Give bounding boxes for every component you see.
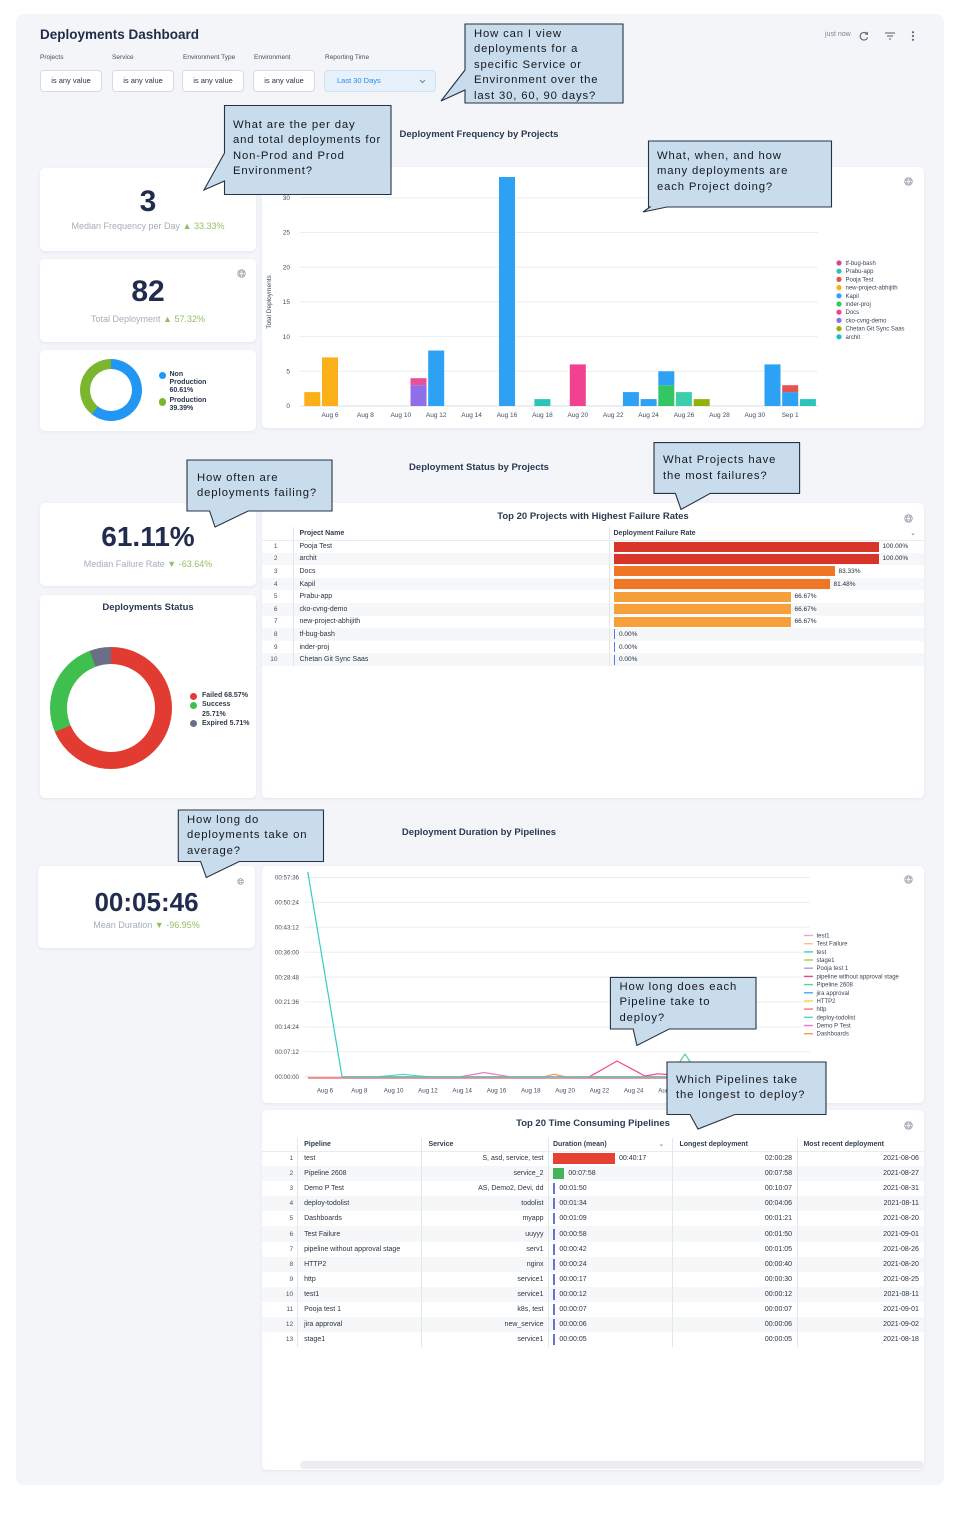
svg-text:Aug 30: Aug 30: [744, 412, 765, 419]
svg-text:00:21:36: 00:21:36: [275, 999, 300, 1006]
svg-text:test1: test1: [817, 934, 831, 940]
svg-text:Total Deployments: Total Deployments: [266, 275, 273, 329]
svg-text:00:36:00: 00:36:00: [275, 949, 300, 956]
svg-text:Aug 16: Aug 16: [497, 412, 518, 419]
svg-text:10: 10: [283, 334, 291, 341]
svg-text:HTTP2: HTTP2: [817, 999, 837, 1005]
svg-text:cko-cvng-demo: cko-cvng-demo: [846, 318, 888, 324]
svg-text:00:28:48: 00:28:48: [275, 974, 300, 981]
svg-text:00:00:00: 00:00:00: [275, 1074, 300, 1081]
svg-text:5: 5: [286, 369, 290, 376]
svg-text:Dashboards: Dashboards: [817, 1032, 849, 1038]
svg-text:00:07:12: 00:07:12: [275, 1049, 300, 1056]
svg-text:Aug 28: Aug 28: [709, 412, 730, 419]
svg-text:pipeline without approval stag: pipeline without approval stage: [817, 974, 900, 980]
svg-text:Pipeline 2608: Pipeline 2608: [817, 983, 854, 989]
svg-text:Aug 8: Aug 8: [357, 412, 374, 419]
svg-text:15: 15: [283, 299, 291, 306]
svg-text:Aug 12: Aug 12: [426, 412, 447, 419]
svg-text:30: 30: [283, 195, 291, 202]
svg-text:Prabu-app: Prabu-app: [846, 269, 875, 275]
svg-text:Kapil: Kapil: [846, 294, 859, 300]
svg-text:Aug 8: Aug 8: [351, 1088, 368, 1095]
svg-text:00:50:24: 00:50:24: [275, 900, 300, 907]
svg-text:Test Failure: Test Failure: [817, 942, 849, 948]
svg-text:test: test: [817, 950, 827, 956]
svg-text:Sep 1: Sep 1: [782, 412, 799, 419]
svg-text:00:57:36: 00:57:36: [275, 875, 300, 882]
svg-text:jira approval: jira approval: [816, 991, 850, 997]
svg-text:Aug 22: Aug 22: [603, 412, 624, 419]
svg-text:0: 0: [286, 403, 290, 410]
svg-text:Chetan Git Sync Saas: Chetan Git Sync Saas: [846, 327, 905, 333]
svg-text:Aug 14: Aug 14: [452, 1088, 472, 1095]
svg-text:Aug 6: Aug 6: [317, 1088, 334, 1095]
svg-text:deploy-todolist: deploy-todolist: [817, 1015, 856, 1021]
svg-text:Aug 14: Aug 14: [461, 412, 482, 419]
svg-text:Aug 6: Aug 6: [322, 412, 339, 419]
svg-text:Aug 24: Aug 24: [638, 412, 659, 419]
svg-text:Aug 18: Aug 18: [532, 412, 553, 419]
svg-text:Aug 20: Aug 20: [567, 412, 588, 419]
svg-text:Docs: Docs: [846, 310, 860, 316]
svg-text:Aug 26: Aug 26: [674, 412, 695, 419]
svg-text:Aug 12: Aug 12: [418, 1088, 438, 1095]
svg-text:Aug 10: Aug 10: [384, 1088, 404, 1095]
svg-text:Demo P Test: Demo P Test: [817, 1024, 851, 1030]
svg-text:20: 20: [283, 264, 291, 271]
svg-text:Aug 10: Aug 10: [390, 412, 411, 419]
svg-text:00:43:12: 00:43:12: [275, 925, 300, 932]
svg-text:Aug 16: Aug 16: [487, 1088, 507, 1095]
svg-text:Aug 18: Aug 18: [521, 1088, 541, 1095]
svg-text:stage1: stage1: [817, 958, 836, 964]
svg-text:25: 25: [283, 230, 291, 237]
svg-text:Aug 24: Aug 24: [624, 1088, 644, 1095]
svg-text:tf-bug-bash: tf-bug-bash: [846, 261, 876, 267]
svg-text:inder-proj: inder-proj: [846, 302, 871, 308]
svg-text:Aug 22: Aug 22: [590, 1088, 610, 1095]
svg-text:Pooja Test: Pooja Test: [846, 277, 874, 283]
svg-text:Aug 20: Aug 20: [555, 1088, 575, 1095]
svg-text:00:14:24: 00:14:24: [275, 1024, 300, 1031]
svg-text:new-project-abhijith: new-project-abhijith: [846, 286, 898, 292]
svg-text:archit: archit: [846, 335, 861, 341]
svg-text:Pooja test 1: Pooja test 1: [817, 966, 849, 972]
svg-text:http: http: [817, 1007, 828, 1013]
